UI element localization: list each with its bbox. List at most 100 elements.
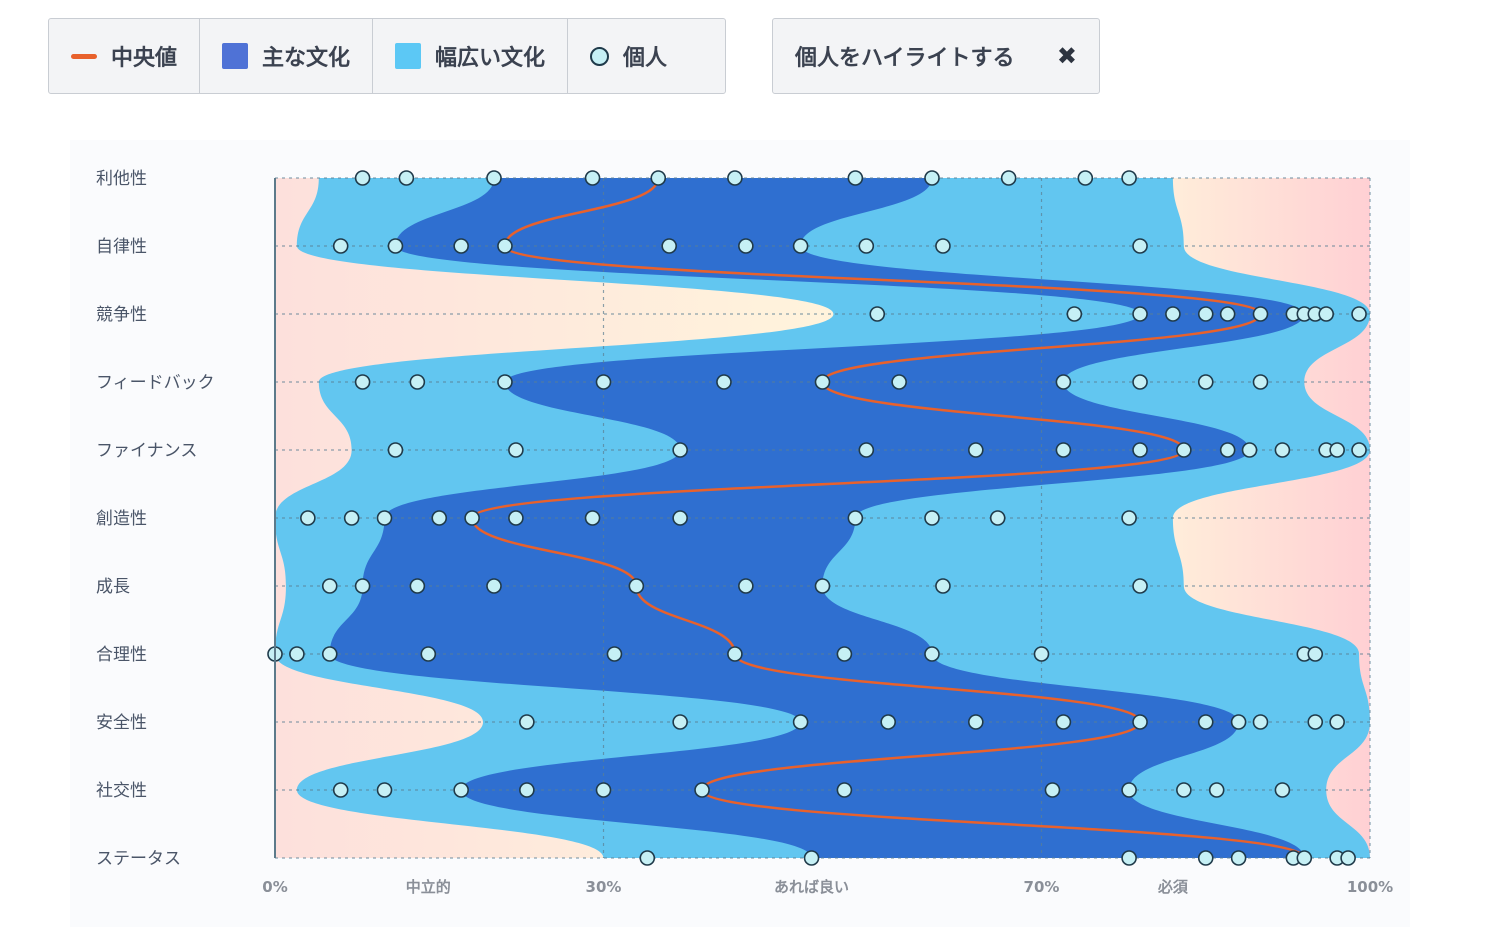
individual-dot[interactable] xyxy=(1197,714,1214,730)
individual-dot[interactable] xyxy=(1121,782,1137,798)
individual-dot[interactable] xyxy=(1351,306,1367,322)
individual-dot[interactable] xyxy=(1230,850,1247,866)
individual-dot[interactable] xyxy=(1066,306,1083,322)
individual-dot[interactable] xyxy=(727,170,743,186)
individual-dot[interactable] xyxy=(880,714,897,730)
individual-dot[interactable] xyxy=(716,374,732,390)
individual-dot[interactable] xyxy=(1132,714,1148,730)
individual-dot[interactable] xyxy=(650,170,667,186)
individual-dot[interactable] xyxy=(1000,170,1017,186)
individual-dot[interactable] xyxy=(606,646,623,662)
individual-dot[interactable] xyxy=(398,170,415,186)
individual-dot[interactable] xyxy=(661,238,678,254)
individual-dot[interactable] xyxy=(1132,578,1148,594)
individual-dot[interactable] xyxy=(891,374,907,390)
individual-dot[interactable] xyxy=(1307,714,1324,730)
individual-dot[interactable] xyxy=(1197,850,1214,866)
individual-dot[interactable] xyxy=(1296,850,1313,866)
individual-dot[interactable] xyxy=(464,510,480,526)
individual-dot[interactable] xyxy=(354,374,371,390)
individual-dot[interactable] xyxy=(354,578,371,594)
individual-dot[interactable] xyxy=(1132,442,1148,458)
individual-dot[interactable] xyxy=(1121,510,1137,526)
individual-dot[interactable] xyxy=(989,510,1006,526)
individual-dot[interactable] xyxy=(519,782,535,798)
legend-broad[interactable]: 幅広い文化 xyxy=(373,19,569,93)
close-icon[interactable]: ✖ xyxy=(1056,42,1077,70)
legend-core[interactable]: 主な文化 xyxy=(200,19,374,93)
individual-dot[interactable] xyxy=(1241,442,1258,458)
individual-dot[interactable] xyxy=(300,510,316,526)
individual-dot[interactable] xyxy=(1219,306,1236,322)
individual-dot[interactable] xyxy=(814,578,831,594)
individual-dot[interactable] xyxy=(1208,782,1225,798)
individual-dot[interactable] xyxy=(486,170,502,186)
individual-dot[interactable] xyxy=(332,782,349,798)
individual-dot[interactable] xyxy=(1121,850,1137,866)
individual-dot[interactable] xyxy=(836,782,853,798)
individual-dot[interactable] xyxy=(354,170,371,186)
individual-dot[interactable] xyxy=(1176,782,1192,798)
individual-dot[interactable] xyxy=(376,782,393,798)
individual-dot[interactable] xyxy=(1230,714,1247,730)
individual-dot[interactable] xyxy=(967,714,984,730)
individual-dot[interactable] xyxy=(519,714,535,730)
individual-dot[interactable] xyxy=(694,782,710,798)
individual-dot[interactable] xyxy=(595,782,612,798)
individual-dot[interactable] xyxy=(1274,782,1291,798)
individual-dot[interactable] xyxy=(321,578,338,594)
individual-dot[interactable] xyxy=(1219,442,1236,458)
individual-dot[interactable] xyxy=(858,442,875,458)
individual-dot[interactable] xyxy=(1318,306,1334,322)
individual-dot[interactable] xyxy=(1055,714,1072,730)
individual-dot[interactable] xyxy=(1274,442,1291,458)
individual-dot[interactable] xyxy=(924,510,940,526)
individual-dot[interactable] xyxy=(1252,306,1269,322)
individual-dot[interactable] xyxy=(935,578,951,594)
individual-dot[interactable] xyxy=(1252,714,1269,730)
individual-dot[interactable] xyxy=(1132,238,1148,254)
individual-dot[interactable] xyxy=(1329,714,1345,730)
individual-dot[interactable] xyxy=(738,238,754,254)
individual-dot[interactable] xyxy=(332,238,349,254)
individual-dot[interactable] xyxy=(453,238,469,254)
individual-dot[interactable] xyxy=(924,170,940,186)
individual-dot[interactable] xyxy=(409,374,426,390)
individual-dot[interactable] xyxy=(924,646,940,662)
individual-dot[interactable] xyxy=(1165,306,1181,322)
individual-dot[interactable] xyxy=(672,510,688,526)
individual-dot[interactable] xyxy=(453,782,469,798)
individual-dot[interactable] xyxy=(738,578,754,594)
individual-dot[interactable] xyxy=(1307,646,1324,662)
individual-dot[interactable] xyxy=(814,374,831,390)
individual-dot[interactable] xyxy=(387,238,404,254)
individual-dot[interactable] xyxy=(792,714,809,730)
individual-dot[interactable] xyxy=(343,510,360,526)
individual-dot[interactable] xyxy=(1077,170,1094,186)
individual-dot[interactable] xyxy=(486,578,502,594)
individual-dot[interactable] xyxy=(792,238,809,254)
individual-dot[interactable] xyxy=(836,646,853,662)
individual-dot[interactable] xyxy=(387,442,404,458)
individual-dot[interactable] xyxy=(508,510,524,526)
individual-dot[interactable] xyxy=(1044,782,1061,798)
individual-dot[interactable] xyxy=(639,850,656,866)
individual-dot[interactable] xyxy=(1351,442,1367,458)
individual-dot[interactable] xyxy=(847,170,864,186)
individual-dot[interactable] xyxy=(376,510,393,526)
individual-dot[interactable] xyxy=(1329,442,1345,458)
individual-dot[interactable] xyxy=(420,646,437,662)
individual-dot[interactable] xyxy=(1055,442,1072,458)
individual-dot[interactable] xyxy=(1055,374,1072,390)
individual-dot[interactable] xyxy=(672,714,688,730)
individual-dot[interactable] xyxy=(935,238,951,254)
individual-dot[interactable] xyxy=(497,374,513,390)
individual-dot[interactable] xyxy=(727,646,743,662)
legend-median[interactable]: 中央値 xyxy=(49,19,201,93)
individual-dot[interactable] xyxy=(1252,374,1269,390)
individual-dot[interactable] xyxy=(1132,306,1148,322)
individual-dot[interactable] xyxy=(289,646,305,662)
individual-dot[interactable] xyxy=(869,306,886,322)
individual-dot[interactable] xyxy=(409,578,426,594)
individual-dot[interactable] xyxy=(1176,442,1192,458)
